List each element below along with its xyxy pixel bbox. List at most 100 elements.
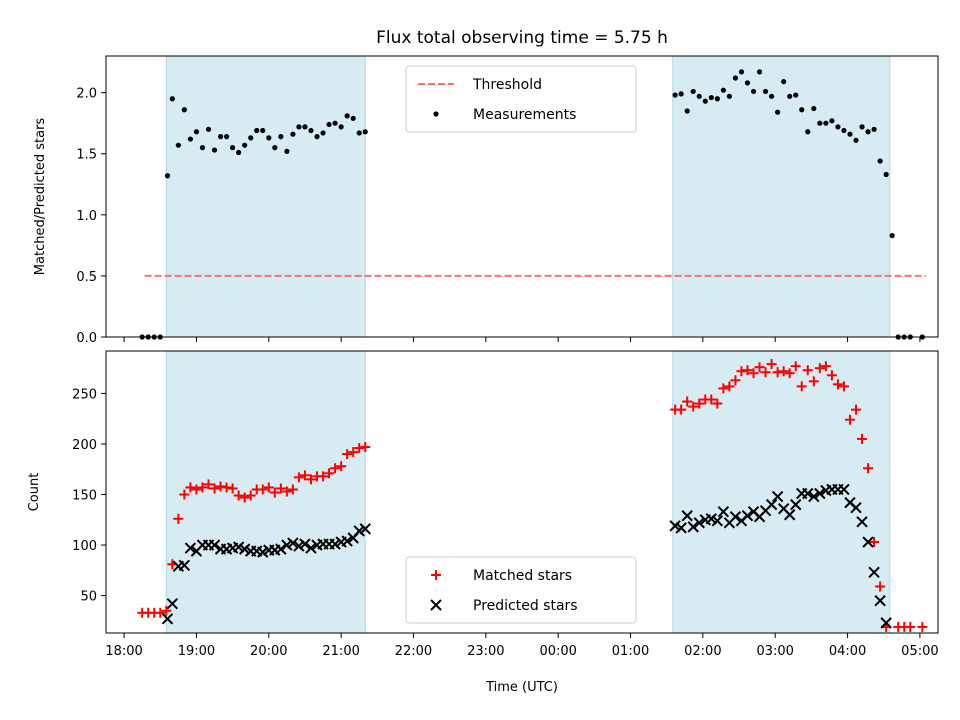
measurement-point <box>696 93 702 99</box>
x-tick-label: 01:00 <box>612 644 649 659</box>
matched-star-marker <box>766 359 777 370</box>
marker-stroke <box>275 543 287 555</box>
marker-stroke <box>802 487 814 500</box>
x-tick-label: 05:00 <box>901 644 938 659</box>
marker-stroke <box>729 511 742 523</box>
measurement-point <box>865 129 871 135</box>
measurement-point <box>302 124 308 130</box>
measurement-point <box>744 80 751 86</box>
measurement-point <box>738 69 745 75</box>
predicted-star-marker <box>862 536 874 548</box>
matched-star-marker <box>706 394 717 405</box>
y-tick-label: 1.5 <box>76 148 97 163</box>
marker-stroke <box>771 490 784 503</box>
predicted-star-marker <box>856 516 868 528</box>
x-tick-label: 20:00 <box>250 644 287 659</box>
matched-star-marker <box>269 487 280 498</box>
matched-star-marker <box>287 484 298 495</box>
measurement-point <box>678 91 684 97</box>
measurement-point <box>217 134 224 140</box>
predicted-star-marker <box>687 521 699 533</box>
measurement-point <box>193 129 200 135</box>
measurement-point <box>175 142 181 148</box>
matched-star-marker <box>305 474 316 485</box>
marker-stroke <box>232 541 245 553</box>
measurement-point <box>859 124 865 130</box>
legend-label: Matched stars <box>473 568 572 584</box>
measurement-point <box>308 127 314 134</box>
measurement-point <box>272 145 278 151</box>
measurement-point <box>690 88 696 95</box>
matched-star-marker <box>826 370 837 381</box>
marker-stroke <box>874 594 886 607</box>
matched-star-marker <box>263 482 274 493</box>
measurement-point <box>223 134 230 140</box>
measurement-point <box>672 92 678 98</box>
measurement-point <box>847 131 853 137</box>
predicted-star-marker <box>814 487 826 500</box>
legend-label: Threshold <box>472 77 542 93</box>
matched-star-marker <box>155 607 166 618</box>
matched-star-marker <box>814 363 825 374</box>
x-tick-label: 23:00 <box>467 644 504 659</box>
matched-star-marker <box>360 442 371 453</box>
measurement-point <box>350 115 356 121</box>
measurement-point <box>805 129 811 135</box>
ratio-panel: 0.0 0.5 1.0 1.5 2.0 Matched/Predicted stars Th… <box>33 55 939 346</box>
measurement-point <box>799 107 805 113</box>
predicted-star-marker <box>675 522 687 534</box>
predicted-star-marker <box>802 487 814 500</box>
measurement-point <box>732 75 739 81</box>
matched-star-marker <box>348 447 359 458</box>
predicted-star-marker <box>275 543 287 555</box>
matched-star-marker <box>778 366 789 377</box>
measurement-point <box>811 105 817 112</box>
matched-star-marker <box>179 489 190 500</box>
measurement-point <box>205 126 212 132</box>
predicted-star-marker <box>305 542 317 554</box>
plot-frame <box>105 350 939 634</box>
legend-measurement-swatch <box>433 111 439 117</box>
matched-star-marker <box>796 381 807 392</box>
predicted-star-marker <box>341 535 353 547</box>
measurement-point <box>702 98 708 104</box>
measurement-point <box>769 93 775 99</box>
matched-star-marker <box>293 472 304 483</box>
matched-star-marker <box>712 398 723 409</box>
measurement-point <box>169 96 175 102</box>
matched-star-marker <box>336 461 347 472</box>
matched-star-marker <box>730 375 741 386</box>
measurement-point <box>248 135 254 141</box>
predicted-star-marker <box>838 483 850 496</box>
measurement-point <box>781 79 787 85</box>
predicted-star-marker <box>208 539 221 551</box>
measurement-point <box>320 130 326 136</box>
predicted-star-marker <box>808 490 820 503</box>
measurement-point <box>332 120 338 126</box>
marker-stroke <box>741 510 754 522</box>
measurement-point <box>793 92 799 98</box>
matched-star-marker <box>851 404 862 415</box>
matched-star-marker <box>676 404 687 415</box>
matched-star-marker <box>772 367 783 378</box>
matched-star-marker <box>185 482 196 493</box>
matched-star-marker <box>275 483 286 494</box>
x-tick-label: 00:00 <box>539 644 576 659</box>
marker-stroke <box>681 510 693 522</box>
measurement-point <box>181 107 187 113</box>
marker-stroke <box>814 487 826 500</box>
measurement-point <box>284 148 290 154</box>
matched-star-marker <box>863 463 874 474</box>
figure-title: Flux total observing time = 5.75 h <box>376 28 668 48</box>
legend: Matched stars Predicted stars <box>405 556 637 624</box>
measurement-point <box>775 109 781 115</box>
matched-star-marker <box>257 484 268 495</box>
predicted-star-marker <box>287 537 299 549</box>
marker-stroke <box>838 483 850 496</box>
measurement-point <box>187 136 194 142</box>
matched-star-marker <box>215 481 226 492</box>
measurement-point <box>883 171 889 178</box>
predicted-star-marker <box>783 509 796 521</box>
predicted-star-marker <box>741 510 754 522</box>
measurement-point <box>278 134 284 140</box>
